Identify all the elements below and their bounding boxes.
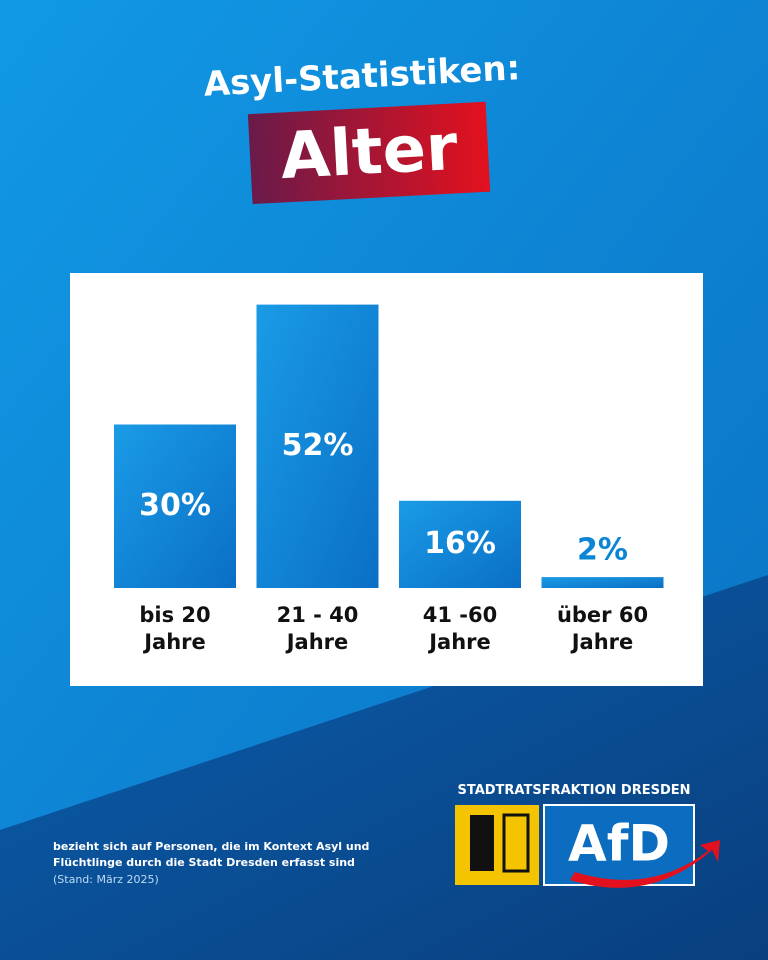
logo-party: AfD (568, 815, 670, 873)
footnote: Flüchtlinge durch die Stadt Dresden erfa… (53, 856, 355, 869)
x-tick-label: über 60 Jahre (556, 603, 649, 654)
x-tick-label: 41 -60 Jahre (422, 603, 498, 654)
logo-crest-lion (470, 815, 494, 871)
x-tick-label: bis 20 Jahre (139, 603, 211, 654)
chart-subtitle: Alter (279, 111, 460, 194)
footnote: bezieht sich auf Personen, die im Kontex… (53, 840, 369, 853)
subtitle-box (247, 101, 491, 205)
value-label: 16% (424, 526, 496, 561)
bar (114, 424, 236, 588)
value-label: 52% (282, 428, 354, 463)
bar (399, 500, 521, 588)
logo-swoosh (570, 840, 720, 888)
logo-box (543, 804, 695, 886)
value-label: 30% (139, 488, 211, 523)
logo-org: STADTRATSFRAKTION DRESDEN (457, 783, 690, 798)
bar (541, 577, 664, 588)
value-label: 2% (577, 533, 628, 568)
source-note: (Stand: März 2025) (53, 873, 159, 886)
bar (256, 304, 379, 588)
x-tick-label: 21 - 40 Jahre (276, 603, 359, 654)
logo-crest-stripes (502, 813, 530, 873)
